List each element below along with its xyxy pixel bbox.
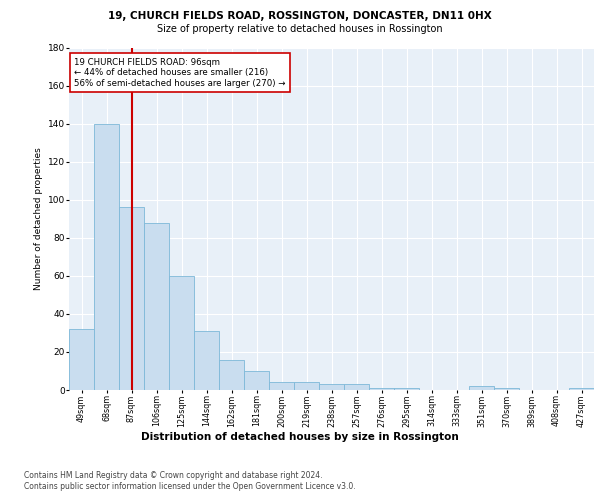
Text: Distribution of detached houses by size in Rossington: Distribution of detached houses by size … <box>141 432 459 442</box>
Bar <box>94 124 119 390</box>
Bar <box>394 388 419 390</box>
Bar <box>194 331 219 390</box>
Bar <box>369 388 394 390</box>
Text: 19 CHURCH FIELDS ROAD: 96sqm
← 44% of detached houses are smaller (216)
56% of s: 19 CHURCH FIELDS ROAD: 96sqm ← 44% of de… <box>74 58 286 88</box>
Y-axis label: Number of detached properties: Number of detached properties <box>34 148 43 290</box>
Bar <box>244 371 269 390</box>
Bar <box>219 360 244 390</box>
Bar <box>469 386 494 390</box>
Text: Contains HM Land Registry data © Crown copyright and database right 2024.: Contains HM Land Registry data © Crown c… <box>24 471 323 480</box>
Bar <box>344 384 369 390</box>
Text: Size of property relative to detached houses in Rossington: Size of property relative to detached ho… <box>157 24 443 34</box>
Bar <box>294 382 319 390</box>
Bar <box>569 388 594 390</box>
Bar <box>119 208 144 390</box>
Text: 19, CHURCH FIELDS ROAD, ROSSINGTON, DONCASTER, DN11 0HX: 19, CHURCH FIELDS ROAD, ROSSINGTON, DONC… <box>108 11 492 21</box>
Text: Contains public sector information licensed under the Open Government Licence v3: Contains public sector information licen… <box>24 482 356 491</box>
Bar <box>169 276 194 390</box>
Bar <box>494 388 519 390</box>
Bar <box>144 222 169 390</box>
Bar <box>269 382 294 390</box>
Bar <box>69 329 94 390</box>
Bar <box>319 384 344 390</box>
